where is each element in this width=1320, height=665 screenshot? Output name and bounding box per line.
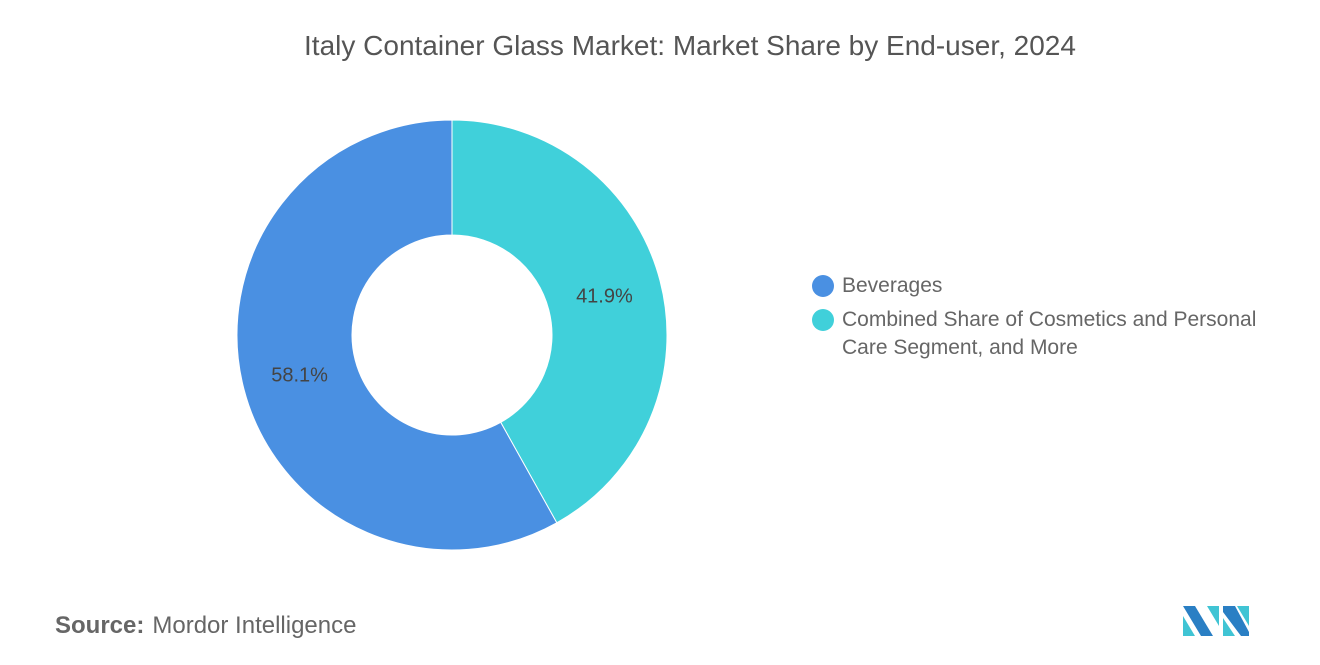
legend: Beverages Combined Share of Cosmetics an… — [812, 272, 1292, 368]
source-value: Mordor Intelligence — [152, 612, 357, 639]
source-label: Source: — [55, 612, 145, 639]
mordor-logo — [1183, 606, 1249, 636]
donut-slice — [236, 119, 558, 551]
source: Source: Mordor Intelligence — [55, 612, 356, 640]
legend-label: Beverages — [842, 274, 943, 297]
legend-swatch — [812, 309, 834, 331]
donut-slice — [451, 119, 668, 524]
legend-item-cosmetics: Combined Share of Cosmetics and Personal… — [812, 306, 1292, 362]
legend-swatch — [812, 275, 834, 297]
legend-item-beverages: Beverages — [812, 272, 1292, 300]
slice-label: 41.9% — [576, 285, 633, 307]
chart-title: Italy Container Glass Market: Market Sha… — [304, 30, 1076, 61]
slice-label: 58.1% — [271, 365, 328, 387]
legend-label: Combined Share of Cosmetics and Personal… — [842, 308, 1257, 359]
